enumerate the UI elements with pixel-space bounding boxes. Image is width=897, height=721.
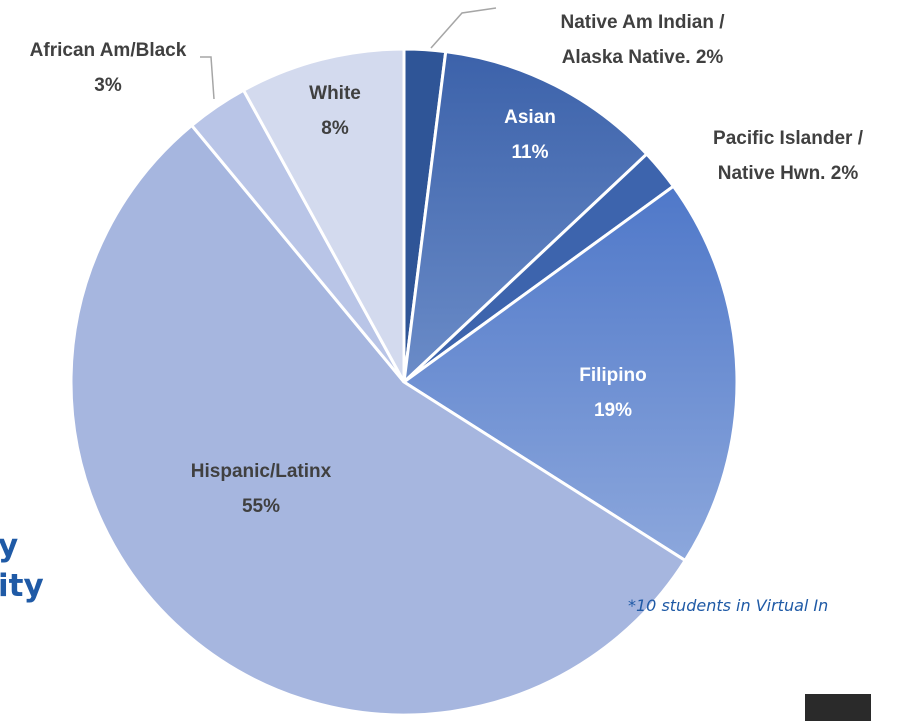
- value-label: 8%: [321, 118, 349, 139]
- category-label: Asian: [504, 107, 556, 128]
- pie-slice: [401, 49, 649, 386]
- title-fragment: ity: [0, 568, 44, 604]
- slice-label: Native Am Indian / Alaska Native. 2%: [535, 5, 750, 75]
- category-label: Pacific Islander / Native Hwn.: [713, 128, 863, 184]
- leader-line: [200, 56, 215, 100]
- pie-slice: [401, 184, 739, 563]
- pie: [69, 47, 739, 717]
- slice-label: Pacific Islander / Native Hwn. 2%: [688, 121, 888, 191]
- slice-label: Asian 11%: [480, 100, 580, 170]
- pie-slice: [69, 123, 688, 717]
- value-label: 3%: [94, 75, 122, 96]
- value-label: 2%: [695, 47, 724, 68]
- value-label: 2%: [830, 163, 859, 184]
- pie-slice: [241, 47, 406, 383]
- category-label: African Am/Black: [29, 40, 187, 61]
- leader-line: [430, 7, 497, 49]
- slice-label: Filipino 19%: [553, 358, 673, 428]
- slice-label: African Am/Black 3%: [8, 33, 208, 103]
- slice-label: Hispanic/Latinx 55%: [171, 454, 351, 524]
- category-label: Hispanic/Latinx: [190, 461, 332, 482]
- title-fragment: y: [0, 528, 19, 564]
- value-label: 55%: [241, 496, 281, 517]
- slice-label: White 8%: [285, 76, 385, 146]
- thumbnail: [805, 694, 871, 721]
- annotation: *10 students in Virtual In: [628, 596, 829, 615]
- category-label: Native Am Indian / Alaska Native.: [560, 12, 725, 68]
- value-label: 11%: [511, 142, 549, 163]
- category-label: White: [309, 83, 361, 104]
- category-label: Filipino: [579, 365, 647, 386]
- value-label: 19%: [593, 400, 633, 421]
